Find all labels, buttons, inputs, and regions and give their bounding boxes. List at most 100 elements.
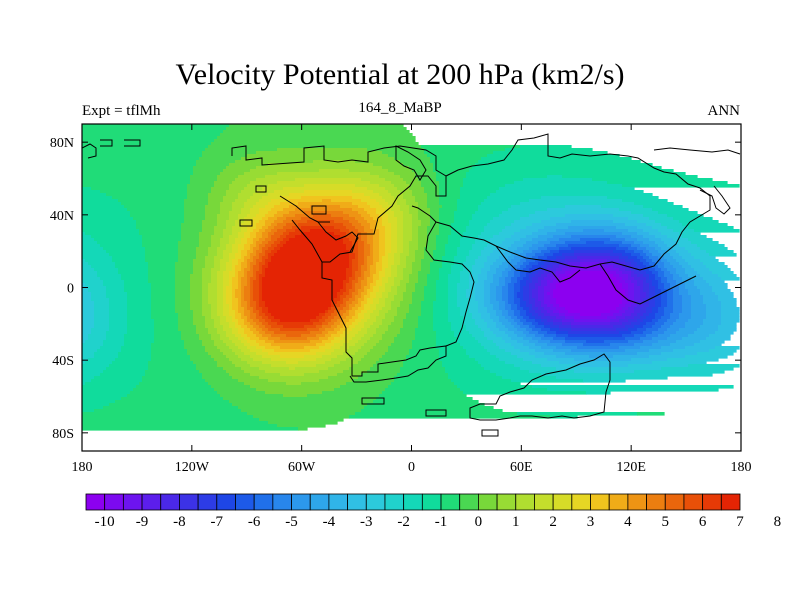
contour-cell [667,298,674,302]
contour-cell [556,268,563,272]
contour-cell [676,283,686,287]
contour-cell [526,334,536,338]
contour-cell [358,268,362,272]
contour-cell [418,277,428,281]
contour-cell [361,223,371,227]
colorbar-label: 5 [662,514,670,530]
contour-cell [349,262,353,266]
colorbar-label: 3 [587,514,595,530]
contour-cell [376,328,389,332]
contour-cell [154,331,182,335]
contour-cell [385,352,410,356]
contour-cell [301,196,353,200]
contour-cell [676,271,686,275]
contour-cell [496,259,506,263]
contour-cell [187,190,212,194]
contour-cell [220,337,230,341]
contour-cell [529,283,536,287]
contour-cell [229,214,239,218]
colorbar-swatch [664,493,685,511]
contour-cell [229,325,236,329]
contour-cell [385,244,392,248]
contour-cell [517,334,527,338]
contour-cell [346,328,353,332]
contour-cell [391,307,398,311]
contour-cell [187,352,209,356]
contour-cell [232,331,239,335]
contour-cell [277,223,287,227]
contour-cell [721,322,737,326]
contour-cell [202,220,218,224]
contour-cell [532,385,734,389]
contour-cell [370,205,383,209]
contour-cell [472,217,494,221]
contour-cell [364,325,371,329]
contour-cell [553,274,560,278]
contour-cell [412,229,419,233]
contour-cell [229,163,269,167]
contour-cell [184,346,206,350]
contour-cell [520,286,524,290]
contour-cell [322,331,329,335]
contour-cell [286,235,296,239]
contour-cell [271,223,278,227]
contour-cell [475,295,485,299]
contour-cell [613,250,626,254]
contour-cell [373,322,383,326]
contour-cell [532,304,536,308]
contour-cell [358,262,365,266]
contour-cell [277,148,368,152]
contour-cell [262,310,269,314]
contour-cell [88,334,107,338]
contour-cell [238,319,245,323]
contour-cell [211,235,224,239]
contour-cell [397,310,410,314]
contour-cell [238,328,245,332]
contour-cell [697,271,713,275]
contour-cell [208,289,218,293]
contour-cell [370,316,377,320]
contour-cell [664,307,674,311]
contour-cell [370,172,395,176]
contour-cell [508,208,548,212]
contour-cell [367,283,371,287]
contour-cell [175,265,194,269]
contour-cell [82,166,194,170]
contour-cell [526,304,533,308]
contour-cell [706,280,725,284]
coastline-east-asia-north [653,147,741,155]
contour-cell [202,286,209,290]
contour-cell [148,268,176,272]
coastline-americas [231,145,447,383]
contour-cell [367,403,485,407]
contour-cell [514,241,527,245]
contour-cell [712,286,728,290]
contour-cell [493,277,500,281]
coastlines [82,133,741,437]
contour-cell [244,322,251,326]
contour-cell [652,343,671,347]
contour-cell [466,328,482,332]
contour-cell [499,187,635,191]
contour-cell [154,325,179,329]
contour-cell [370,181,392,185]
contour-cell [631,331,644,335]
contour-cell [241,292,245,296]
contour-cell [124,280,149,284]
contour-cell [370,253,374,257]
contour-cell [253,205,266,209]
contour-cell [370,244,374,248]
contour-cell [634,265,641,269]
contour-cell [553,337,566,341]
contour-cell [265,301,332,305]
contour-cell [367,292,371,296]
contour-cell [262,361,287,365]
contour-cell [268,265,350,269]
contour-cell [400,259,407,263]
contour-cell [142,235,182,239]
contour-cell [283,208,296,212]
contour-cell [259,289,263,293]
contour-cell [229,217,239,221]
contour-cell [409,352,440,356]
contour-cell [598,265,614,269]
